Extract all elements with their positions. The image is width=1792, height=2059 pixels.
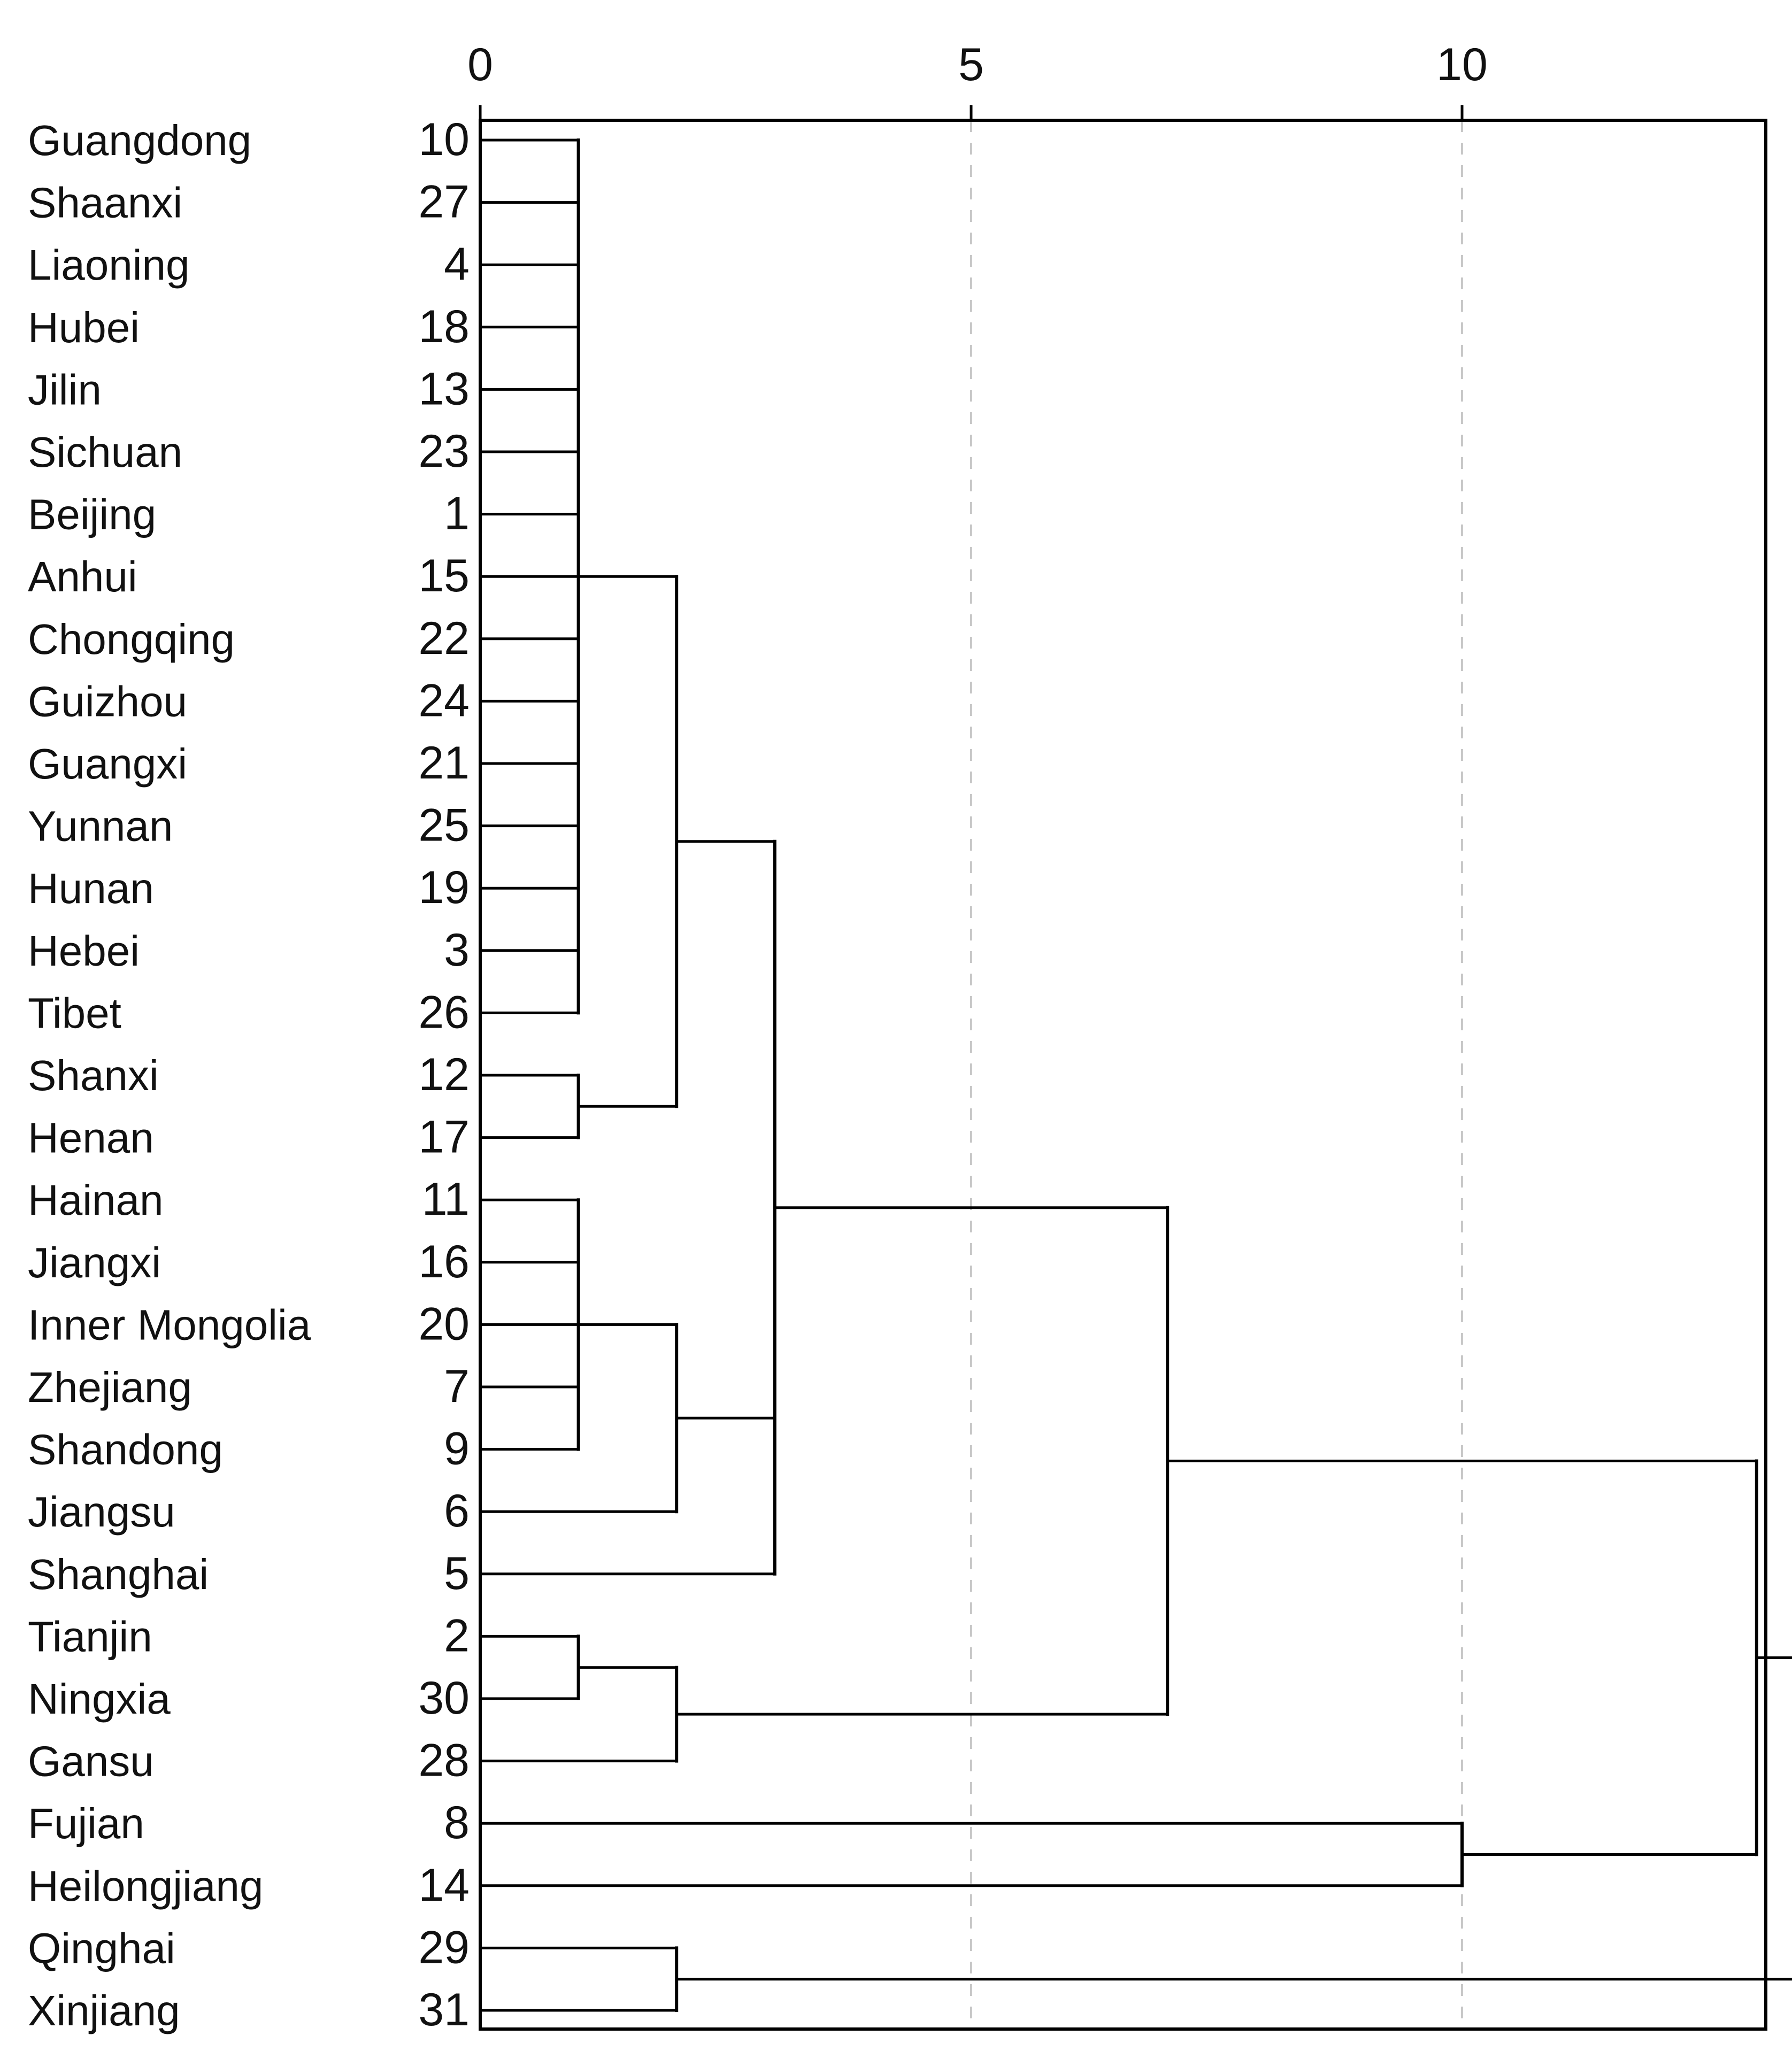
leaf-name-label: Jiangxi bbox=[28, 1239, 161, 1286]
axis-ticks: 0510152025 bbox=[467, 39, 1488, 122]
tick-label: 10 bbox=[1436, 39, 1488, 90]
leaf-id-label: 19 bbox=[418, 862, 470, 913]
leaf-name-label: Qinghai bbox=[28, 1924, 175, 1972]
leaf-id-label: 25 bbox=[418, 800, 470, 851]
leaf-name-label: Anhui bbox=[28, 553, 137, 600]
leaf-id-label: 14 bbox=[418, 1860, 470, 1911]
leaf-name-label: Sichuan bbox=[28, 428, 182, 476]
leaf-name-label: Shandong bbox=[28, 1426, 223, 1474]
leaf-id-label: 11 bbox=[422, 1174, 470, 1225]
leaf-id-label: 20 bbox=[418, 1298, 470, 1349]
leaf-id-label: 17 bbox=[418, 1112, 470, 1163]
leaf-id-label: 24 bbox=[418, 675, 470, 726]
plot-border bbox=[479, 119, 1767, 2031]
leaf-id-label: 1 bbox=[444, 488, 470, 539]
dendrogram-branches bbox=[479, 138, 1792, 2012]
leaf-id-label: 6 bbox=[444, 1485, 470, 1537]
leaf-name-label: Ningxia bbox=[28, 1675, 171, 1723]
leaf-name-label: Henan bbox=[28, 1114, 154, 1162]
leaf-id-label: 5 bbox=[444, 1548, 470, 1599]
leaf-name-label: Beijing bbox=[28, 491, 156, 538]
leaf-id-label: 21 bbox=[418, 737, 470, 789]
leaf-name-label: Guangdong bbox=[28, 117, 251, 164]
leaf-id-label: 31 bbox=[418, 1984, 470, 2035]
leaf-id-label: 9 bbox=[444, 1423, 470, 1475]
leaf-name-label: Heilongjiang bbox=[28, 1862, 263, 1910]
leaf-id-label: 23 bbox=[418, 426, 470, 477]
leaf-name-label: Liaoning bbox=[28, 241, 190, 289]
leaf-id-label: 26 bbox=[418, 986, 470, 1038]
leaf-name-label: Chongqing bbox=[28, 615, 235, 663]
leaf-name-label: Fujian bbox=[28, 1800, 144, 1847]
leaf-name-label: Yunnan bbox=[28, 803, 173, 850]
leaf-id-label: 4 bbox=[444, 238, 470, 290]
leaf-name-label: Jilin bbox=[28, 366, 102, 413]
leaf-name-label: Shaanxi bbox=[28, 179, 182, 227]
leaf-name-label: Guangxi bbox=[28, 740, 187, 788]
leaf-name-label: Jiangsu bbox=[28, 1488, 175, 1536]
leaf-id-label: 2 bbox=[444, 1610, 470, 1661]
leaf-id-label: 7 bbox=[444, 1361, 470, 1412]
leaf-id-label: 16 bbox=[418, 1236, 470, 1287]
leaf-id-label: 13 bbox=[418, 363, 470, 414]
leaf-name-label: Gansu bbox=[28, 1738, 154, 1785]
leaf-name-label: Guizhou bbox=[28, 677, 187, 725]
leaf-id-label: 12 bbox=[418, 1049, 470, 1100]
leaf-name-label: Tibet bbox=[28, 989, 121, 1037]
leaf-id-label: 15 bbox=[418, 550, 470, 601]
leaf-id-label: 27 bbox=[418, 176, 470, 228]
leaf-name-label: Shanghai bbox=[28, 1551, 209, 1598]
leaf-name-label: Hainan bbox=[28, 1176, 164, 1224]
grid-layer bbox=[970, 120, 1463, 2029]
leaf-id-label: 10 bbox=[418, 114, 470, 165]
leaf-id-label: 28 bbox=[418, 1735, 470, 1786]
leaf-name-label: Zhejiang bbox=[28, 1363, 192, 1411]
leaf-id-label: 29 bbox=[418, 1922, 470, 1973]
leaf-id-label: 3 bbox=[444, 924, 470, 976]
leaf-name-label: Shanxi bbox=[28, 1052, 159, 1099]
leaf-name-label: Inner Mongolia bbox=[28, 1301, 311, 1348]
leaf-id-label: 22 bbox=[418, 613, 470, 664]
leaf-id-label: 8 bbox=[444, 1797, 470, 1848]
tick-label: 5 bbox=[958, 39, 984, 90]
leaf-name-label: Hunan bbox=[28, 865, 154, 912]
tick-label: 0 bbox=[467, 39, 493, 90]
leaf-name-label: Hubei bbox=[28, 304, 140, 351]
leaf-id-label: 18 bbox=[418, 301, 470, 352]
plot-frame bbox=[479, 119, 1767, 2031]
leaf-name-label: Xinjiang bbox=[28, 1987, 180, 2034]
leaf-name-label: Tianjin bbox=[28, 1613, 152, 1660]
leaf-name-label: Hebei bbox=[28, 927, 140, 975]
leaf-id-label: 30 bbox=[418, 1672, 470, 1724]
